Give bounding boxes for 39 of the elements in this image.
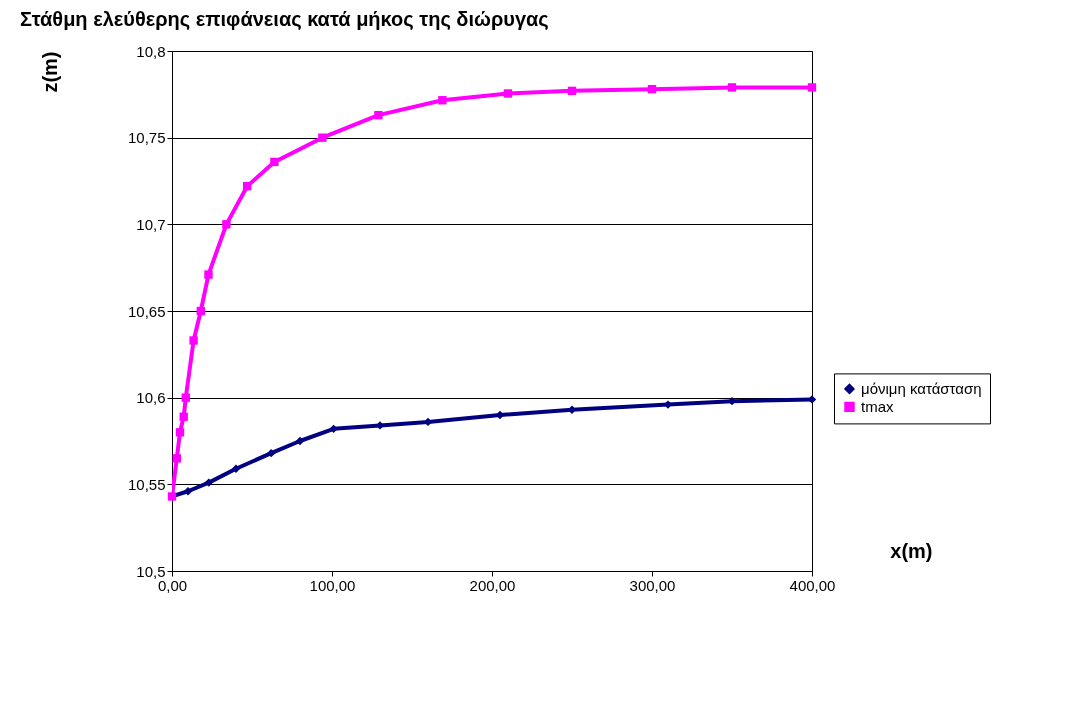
point — [647, 84, 657, 94]
y-tick-label: 10,6 — [136, 389, 166, 407]
point — [196, 306, 205, 316]
point — [295, 436, 305, 446]
point — [179, 412, 188, 421]
x-tick-label: 100,00 — [309, 576, 356, 594]
y-tick-label: 10,8 — [136, 42, 166, 60]
legend-label: tmax — [861, 397, 894, 415]
x-axis-title: x(m) — [890, 539, 933, 562]
y-tick-label: 10,55 — [127, 475, 166, 493]
point — [567, 86, 577, 96]
point — [374, 110, 383, 120]
y-tick-label: 10,7 — [136, 215, 166, 233]
point — [727, 83, 737, 92]
point — [807, 83, 817, 92]
point — [181, 393, 190, 402]
y-tick-label: 10,75 — [127, 129, 166, 147]
chart-title: Στάθμη ελεύθερης επιφάνειας κατά μήκος της διώρυγας — [20, 8, 549, 30]
y-tick-label: 10,65 — [127, 302, 166, 320]
point — [503, 89, 513, 98]
x-tick-label: 200,00 — [469, 576, 516, 594]
point — [175, 428, 185, 437]
point — [183, 487, 193, 496]
x-tick-label: 400,00 — [789, 576, 836, 594]
point — [267, 448, 276, 458]
point — [243, 182, 252, 191]
y-axis-title: z(m) — [38, 51, 61, 93]
point — [329, 424, 338, 434]
point — [189, 336, 198, 345]
point — [231, 464, 241, 473]
point — [204, 270, 213, 279]
point — [270, 157, 279, 167]
point — [172, 454, 181, 463]
point — [438, 96, 447, 105]
x-tick-label: 300,00 — [629, 576, 676, 594]
point — [318, 133, 327, 142]
legend-label: μόνιμη κατάσταση — [861, 379, 982, 397]
point — [222, 220, 231, 229]
point — [204, 478, 213, 487]
